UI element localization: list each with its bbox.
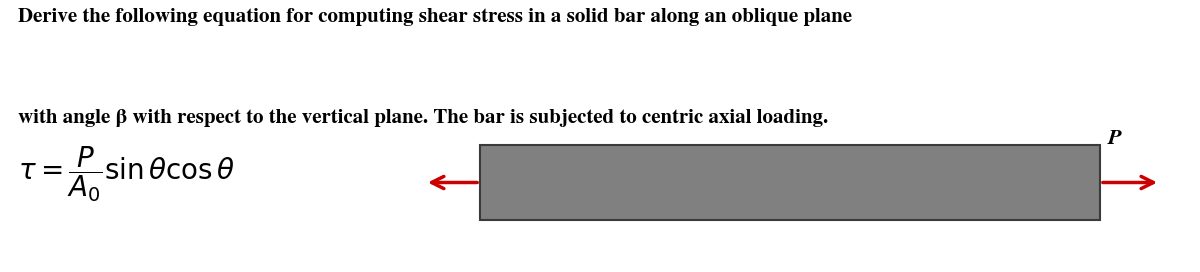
Text: Derive the following equation for computing shear stress in a solid bar along an: Derive the following equation for comput… (18, 8, 852, 26)
Text: with angle β with respect to the vertical plane. The bar is subjected to centric: with angle β with respect to the vertica… (18, 109, 828, 127)
Text: $\tau = \dfrac{P}{A_0}\sin\theta\cos\theta$: $\tau = \dfrac{P}{A_0}\sin\theta\cos\the… (18, 144, 235, 204)
Bar (480, 145, 1100, 220)
Text: P: P (1108, 129, 1122, 148)
